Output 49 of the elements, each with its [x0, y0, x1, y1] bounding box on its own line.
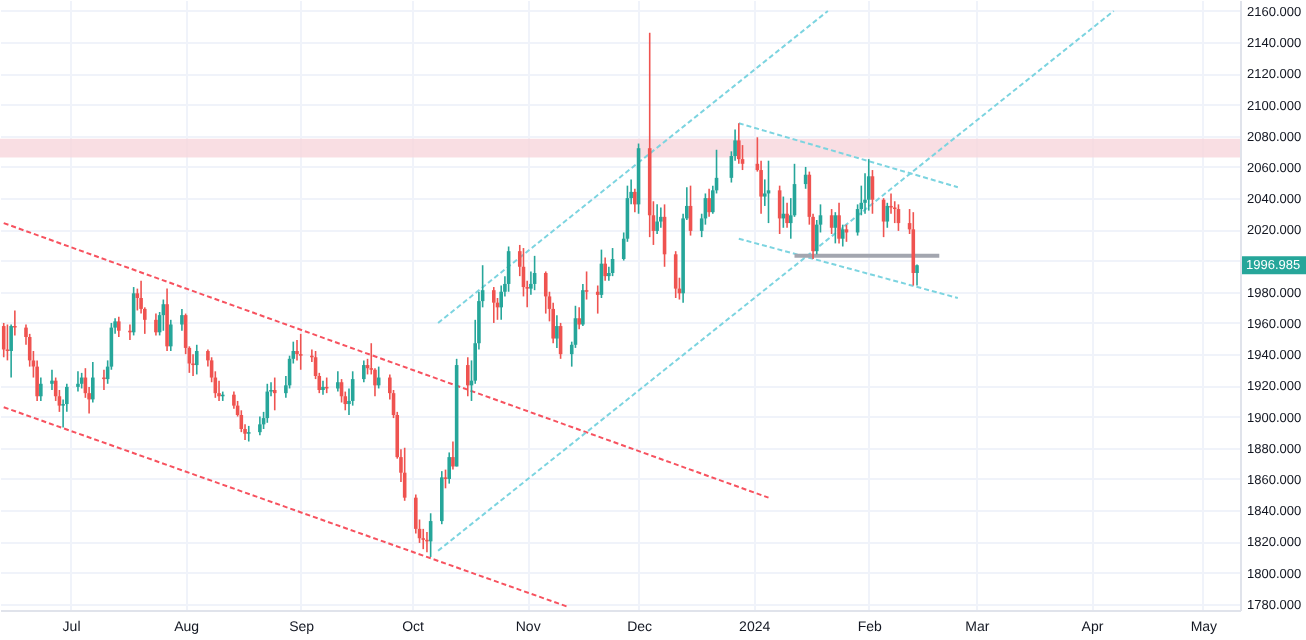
candlestick: [295, 339, 299, 362]
candlestick: [258, 415, 262, 437]
candlestick: [584, 270, 589, 301]
candlestick: [603, 256, 607, 282]
candlestick: [91, 361, 95, 404]
candlestick: [840, 223, 845, 248]
candlestick: [50, 368, 54, 391]
candlestick: [451, 440, 455, 471]
candlestick: [217, 379, 221, 402]
candlestick: [1, 322, 6, 359]
candlestick: [892, 200, 897, 224]
candlestick: [117, 315, 121, 338]
candlestick: [13, 309, 17, 337]
candlestick: [915, 263, 919, 287]
candlestick: [633, 187, 637, 213]
candlestick: [194, 343, 199, 376]
candlestick: [543, 270, 548, 315]
candlestick: [866, 158, 871, 212]
candlestick: [659, 206, 663, 229]
candlestick: [5, 323, 10, 362]
candlestick: [272, 376, 277, 412]
candlestick: [707, 187, 711, 218]
candlestick: [491, 286, 496, 324]
candlestick: [321, 379, 325, 396]
candlestick: [39, 376, 43, 402]
candlestick: [785, 202, 789, 229]
candlestick: [421, 528, 426, 550]
candlestick: [577, 306, 581, 330]
candlestick: [443, 468, 448, 490]
candlestick: [555, 314, 559, 349]
candlestick: [465, 356, 470, 398]
candlestick: [581, 283, 585, 327]
candlestick: [35, 359, 39, 402]
candlestick: [165, 287, 169, 352]
candlestick: [911, 211, 916, 287]
candlestick: [499, 284, 503, 321]
candlestick: [76, 370, 80, 393]
candlestick: [362, 359, 366, 384]
candlestick: [737, 122, 741, 165]
candlestick: [336, 370, 340, 393]
candlestick: [154, 312, 158, 337]
candlestick: [837, 202, 841, 245]
candlestick: [180, 308, 184, 332]
candlestick: [9, 323, 13, 379]
candlestick: [414, 493, 418, 535]
candlestick: [168, 319, 173, 352]
candlestick: [298, 333, 303, 371]
candlestick: [655, 203, 659, 235]
candlestick: [595, 284, 600, 315]
